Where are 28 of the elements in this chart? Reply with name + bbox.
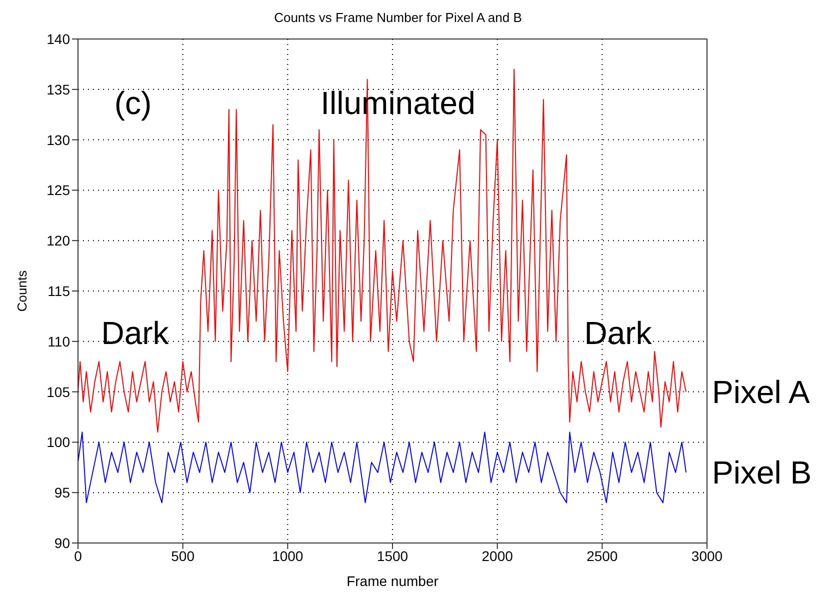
y-tick-label: 140 xyxy=(46,30,70,47)
series-label: Pixel A xyxy=(712,374,811,410)
x-tick-label: 1500 xyxy=(376,548,408,564)
y-tick-label: 90 xyxy=(54,534,70,551)
y-tick-label: 100 xyxy=(46,434,70,450)
x-tick-label: 0 xyxy=(74,548,82,564)
y-tick-label: 130 xyxy=(46,132,70,148)
x-tick-label: 2000 xyxy=(482,548,514,564)
chart-title: Counts vs Frame Number for Pixel A and B xyxy=(274,10,522,25)
y-tick-label: 105 xyxy=(46,384,70,400)
line-series xyxy=(78,68,687,433)
y-tick-label: 115 xyxy=(48,282,70,299)
x-tick-label: 2500 xyxy=(586,548,618,564)
annotation: (c) xyxy=(114,85,152,121)
y-tick-label: 120 xyxy=(46,232,70,249)
annotation: Dark xyxy=(584,315,652,351)
y-tick-label: 110 xyxy=(48,333,70,350)
annotation: Dark xyxy=(101,315,169,351)
x-tick-label: 3000 xyxy=(691,548,723,564)
y-tick-label: 135 xyxy=(46,81,70,98)
x-tick-label: 1000 xyxy=(272,548,304,564)
x-tick-label: 500 xyxy=(171,548,195,564)
line-series xyxy=(78,432,687,504)
x-axis-title: Frame number xyxy=(346,573,439,589)
series-label: Pixel B xyxy=(712,454,812,490)
y-tick-label: 95 xyxy=(54,484,70,501)
y-axis-title: Counts xyxy=(14,270,30,312)
y-tick-label: 125 xyxy=(46,182,70,198)
